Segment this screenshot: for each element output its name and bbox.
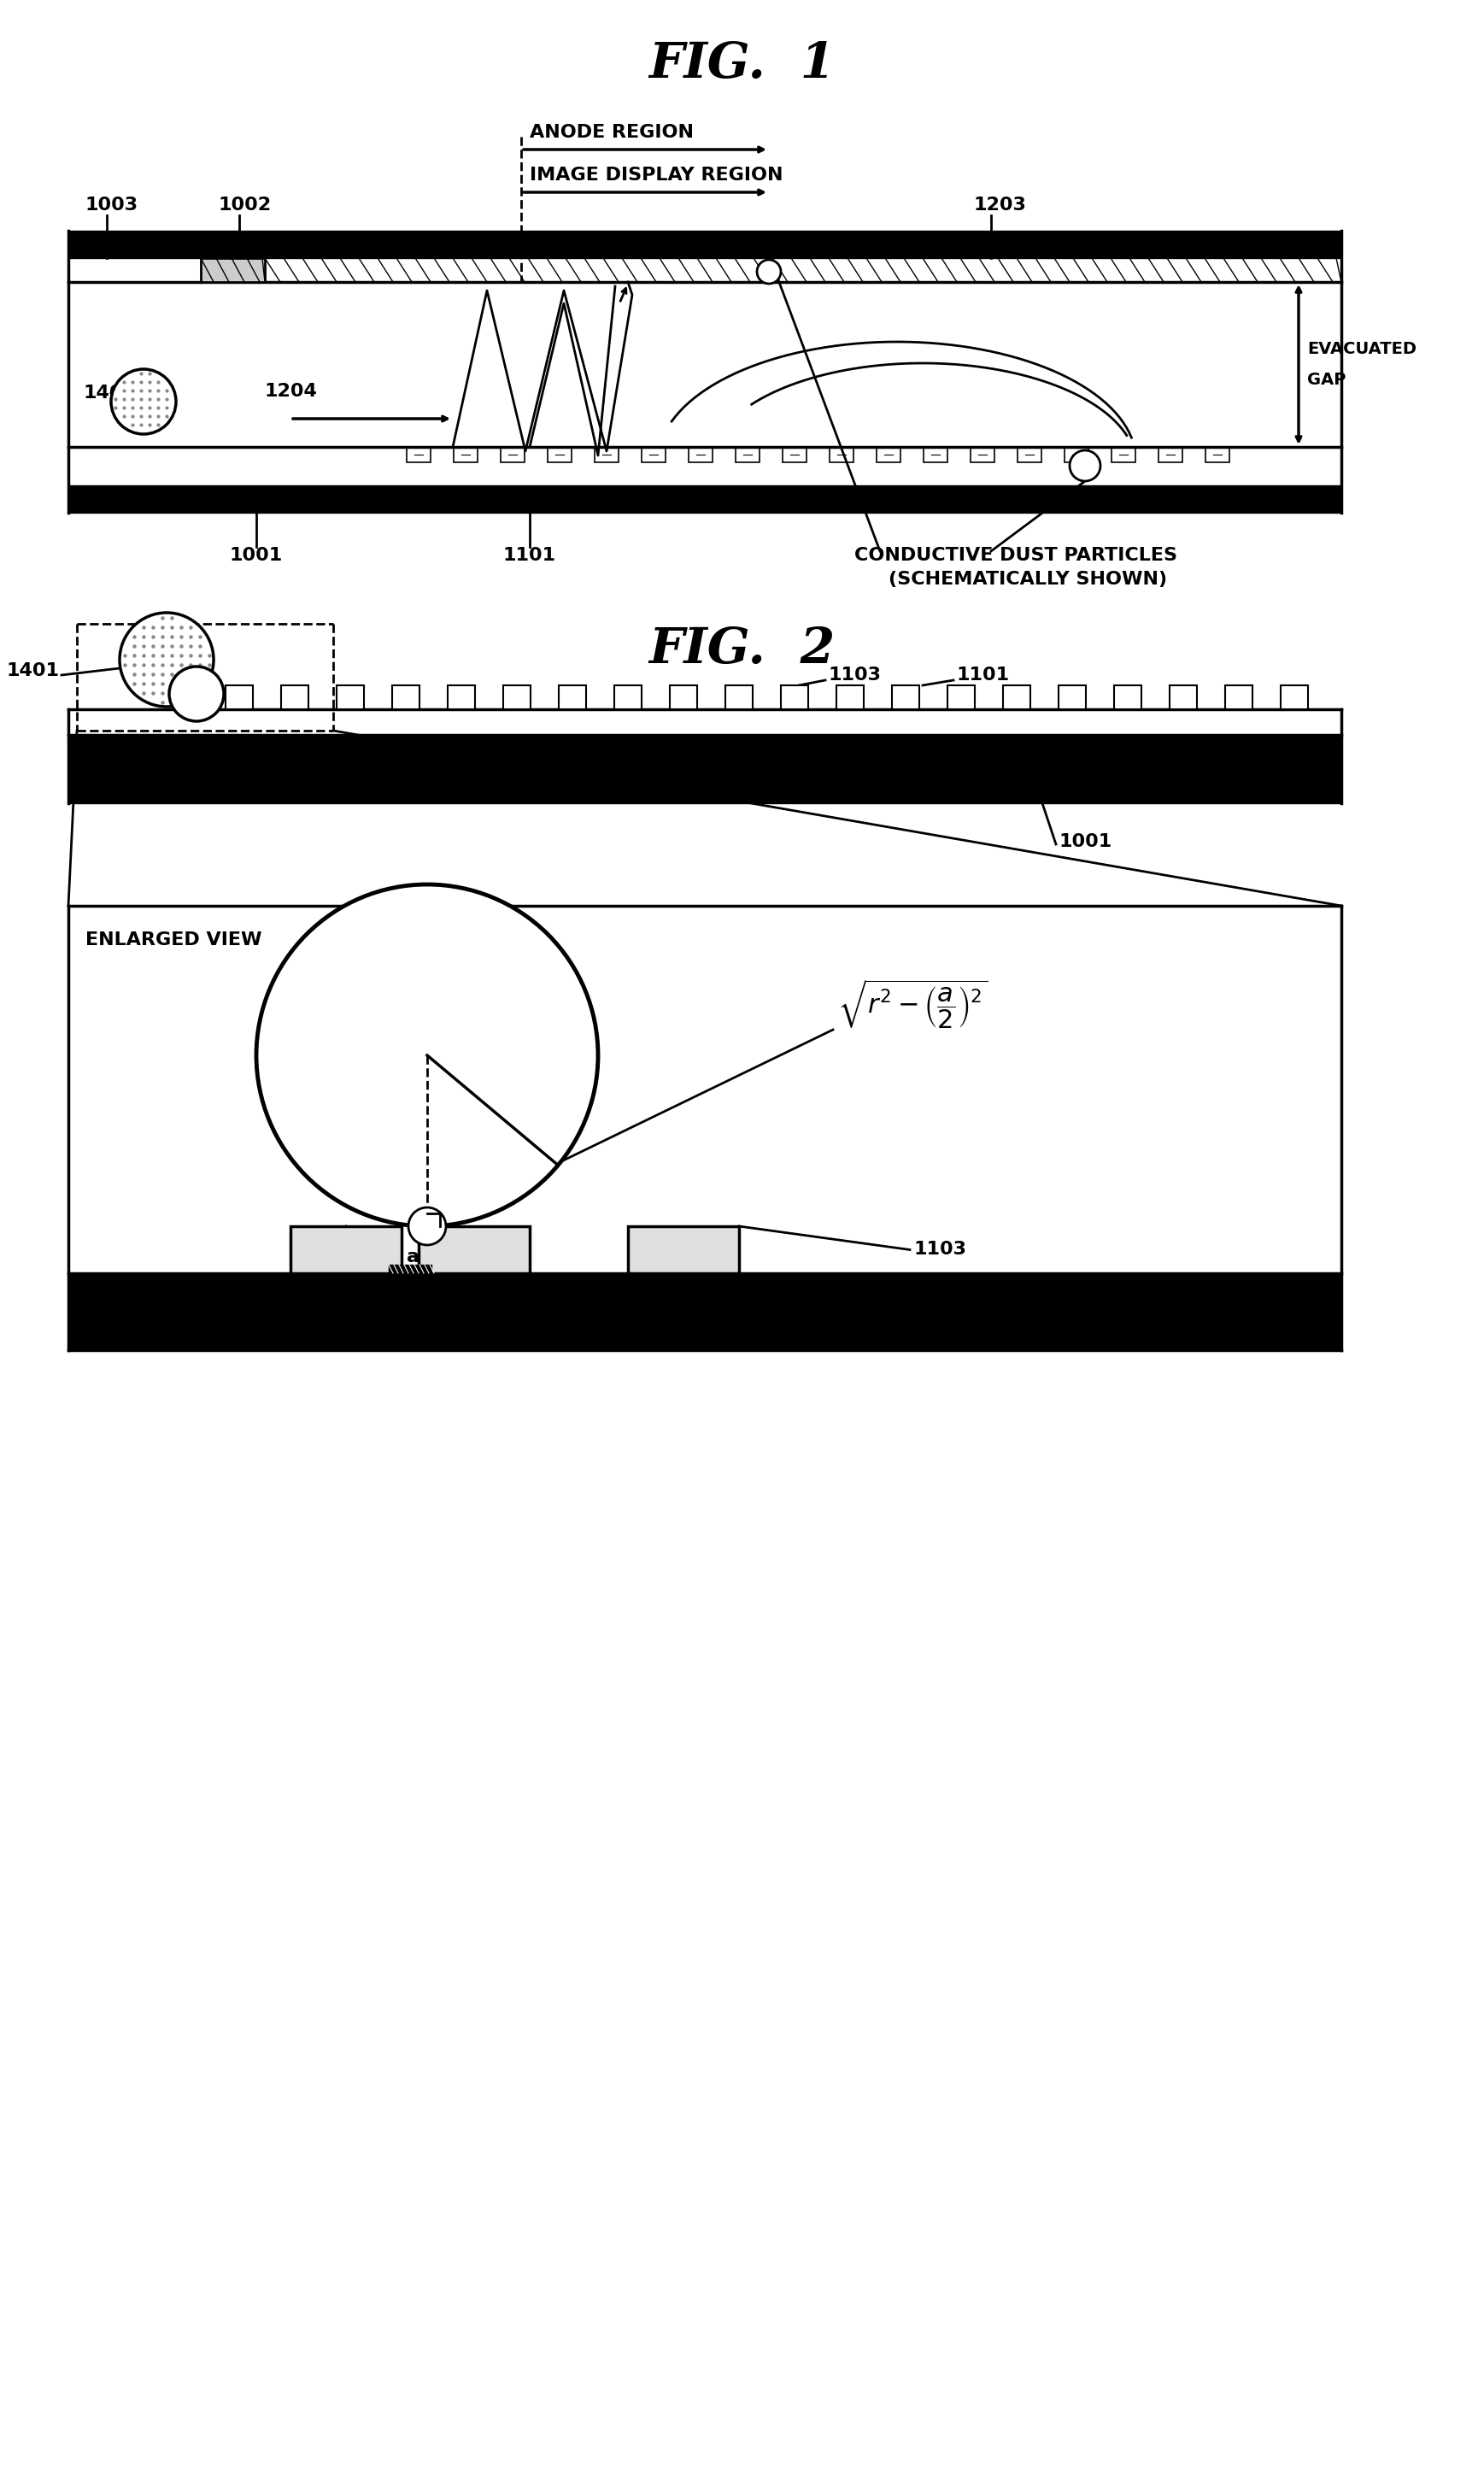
Bar [454,447,478,461]
Bar [892,686,919,708]
Bar [971,447,994,461]
Bar [689,447,712,461]
Bar [392,686,420,708]
Text: 1103: 1103 [914,1241,968,1258]
Bar [669,686,697,708]
Circle shape [111,370,177,434]
Bar [448,686,475,708]
Bar [1018,447,1042,461]
Bar [418,1226,530,1273]
Circle shape [757,259,781,284]
Bar [595,447,619,461]
Bar [782,447,806,461]
Text: 1101: 1101 [503,548,556,565]
Bar [781,686,809,708]
Text: 1002: 1002 [218,197,272,215]
Bar [407,447,430,461]
Bar [226,686,252,708]
Bar [291,1226,402,1273]
Bar [736,447,760,461]
Circle shape [408,1206,447,1246]
Text: a/2: a/2 [407,1248,439,1266]
Bar [559,686,586,708]
Text: 1001: 1001 [1060,834,1113,851]
Text: 1101: 1101 [957,666,1011,683]
Bar [500,447,524,461]
Text: $\sqrt{r^2-\left(\dfrac{a}{2}\right)^2}$: $\sqrt{r^2-\left(\dfrac{a}{2}\right)^2}$ [837,977,988,1031]
Bar [1226,686,1252,708]
Text: FIG.  2: FIG. 2 [649,624,835,673]
Bar [1159,447,1183,461]
Circle shape [257,886,598,1226]
Bar [628,1226,739,1273]
Text: 1101: 1101 [187,1315,240,1332]
Bar [614,686,641,708]
Bar [1064,447,1088,461]
Bar [337,686,364,708]
Text: ENLARGED VIEW: ENLARGED VIEW [86,933,261,947]
Text: ANODE REGION: ANODE REGION [530,123,693,141]
Text: 1401: 1401 [7,661,59,678]
Text: FIG.  1: FIG. 1 [649,39,835,89]
Text: (SCHEMATICALLY SHOWN): (SCHEMATICALLY SHOWN) [889,570,1166,587]
Text: 1203: 1203 [974,197,1027,215]
Circle shape [169,666,224,720]
Text: 1001: 1001 [1153,1315,1206,1332]
Bar [503,686,531,708]
Text: CONDUCTIVE DUST PARTICLES: CONDUCTIVE DUST PARTICLES [855,548,1177,565]
Text: 1001: 1001 [230,548,283,565]
Text: GAP: GAP [1307,373,1346,387]
Text: 1003: 1003 [86,197,138,215]
Circle shape [1070,451,1101,481]
Bar [726,686,752,708]
Bar [1112,447,1135,461]
Bar [1058,686,1086,708]
Text: 1204: 1204 [264,382,318,400]
Text: IMAGE DISPLAY REGION: IMAGE DISPLAY REGION [530,168,784,183]
Bar [280,686,309,708]
Bar [1003,686,1030,708]
Bar [641,447,665,461]
Bar [947,686,975,708]
Bar [1114,686,1141,708]
Text: 1401: 1401 [83,385,137,402]
Bar [837,686,864,708]
Circle shape [120,612,214,706]
Bar [1169,686,1198,708]
Text: r: r [392,1068,404,1093]
Text: 1401: 1401 [496,974,549,992]
Text: 1103: 1103 [828,666,881,683]
Text: EVACUATED: EVACUATED [1307,340,1417,358]
Bar [1205,447,1229,461]
Bar [877,447,901,461]
Bar [1281,686,1307,708]
Bar [548,447,571,461]
Bar [830,447,853,461]
Bar [923,447,947,461]
Text: h: h [401,1140,416,1159]
